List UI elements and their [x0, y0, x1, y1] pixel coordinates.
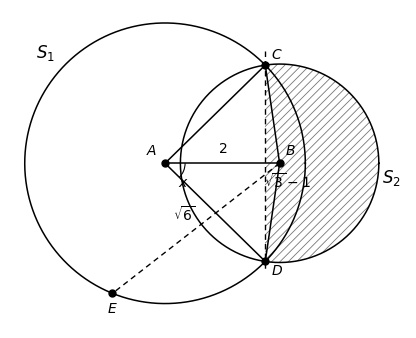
Text: $D$: $D$: [271, 264, 283, 278]
Text: $E$: $E$: [107, 302, 118, 316]
Text: $S_2$: $S_2$: [382, 168, 401, 188]
Text: $\sqrt{3}-1$: $\sqrt{3}-1$: [264, 172, 311, 191]
Text: $x$: $x$: [178, 176, 188, 190]
Polygon shape: [265, 64, 379, 263]
Text: $\sqrt{6}$: $\sqrt{6}$: [173, 205, 196, 224]
Text: $A$: $A$: [146, 144, 158, 158]
Text: $B$: $B$: [285, 144, 296, 158]
Text: $S_1$: $S_1$: [36, 43, 55, 63]
Text: $C$: $C$: [271, 48, 282, 62]
Text: $2$: $2$: [218, 142, 227, 156]
